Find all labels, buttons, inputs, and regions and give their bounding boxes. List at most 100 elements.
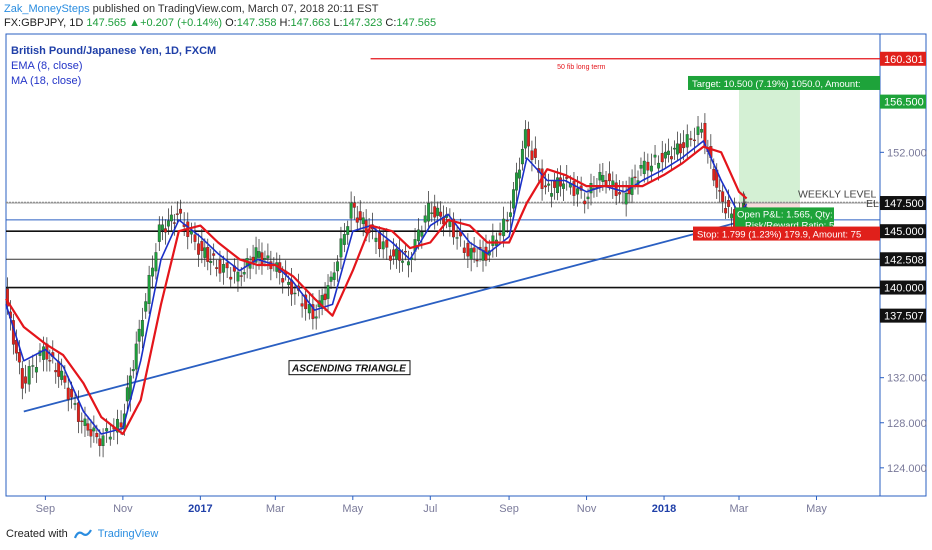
target-label: Target: 10.500 (7.19%) 1050.0, Amount:	[692, 79, 860, 90]
tradingview-logo-icon	[73, 529, 92, 539]
candle-body	[378, 231, 382, 250]
candle-body	[724, 208, 728, 214]
high-label: H:	[279, 17, 291, 29]
candle-body	[562, 183, 565, 189]
candle-body	[727, 200, 731, 207]
candle-body	[598, 172, 602, 181]
candle-body	[586, 196, 590, 200]
candle-body	[329, 276, 333, 282]
symbol-label: FX:GBPJPY, 1D	[4, 17, 84, 29]
candle-body	[430, 212, 434, 214]
candle-body	[472, 247, 476, 253]
candle-body	[533, 148, 537, 158]
candle-body	[718, 190, 722, 192]
legend-ma[interactable]: MA (18, close)	[11, 75, 82, 87]
candle-body	[491, 235, 495, 246]
candle-body	[700, 129, 704, 133]
up-arrow-icon: ▲	[129, 17, 141, 29]
low-value: 147.323	[342, 17, 383, 29]
candle-body	[721, 191, 725, 202]
candle-body	[583, 200, 587, 205]
fib-label: 50 fib long term	[557, 64, 605, 71]
candle-body	[166, 220, 170, 227]
candle-body	[515, 172, 518, 191]
candle-body	[281, 278, 285, 283]
candle-body	[203, 247, 207, 258]
candle-body	[175, 213, 179, 215]
target-box	[688, 75, 880, 90]
candle-body	[157, 224, 161, 242]
candle-body	[730, 213, 734, 219]
candle-body	[125, 387, 129, 402]
x-tick-label: Sep	[499, 503, 519, 515]
candle-body	[565, 177, 569, 179]
x-tick-label: Mar	[266, 503, 285, 515]
candle-body	[6, 288, 9, 307]
candle-body	[618, 192, 622, 195]
x-tick-label: 2017	[188, 503, 212, 515]
candle-body	[604, 180, 608, 186]
candle-body	[304, 294, 308, 310]
candle-body	[239, 275, 243, 277]
candle-body	[119, 422, 123, 428]
candle-body	[209, 260, 213, 263]
candle-body	[242, 272, 246, 275]
y-tick-label: 147.500	[884, 198, 924, 210]
candle-body	[54, 370, 58, 373]
candle-body	[147, 274, 151, 304]
stop-box	[693, 226, 880, 241]
candle-body	[263, 258, 267, 260]
candle-body	[169, 214, 173, 222]
candle-body	[572, 181, 576, 196]
candle-body	[31, 365, 35, 367]
candle-body	[66, 387, 70, 400]
candle-body	[653, 154, 657, 158]
candle-body	[257, 251, 261, 258]
candle-body	[556, 177, 559, 194]
price-tag	[880, 51, 926, 66]
y-tick-label: 142.508	[884, 254, 924, 266]
candle-body	[607, 173, 611, 182]
y-tick-label: 140.000	[884, 283, 924, 295]
candle-body	[151, 267, 154, 277]
candle-body	[189, 230, 193, 235]
candle-body	[172, 222, 176, 224]
x-tick-label: Nov	[113, 503, 133, 515]
candle-body	[398, 250, 402, 261]
price-tag	[880, 196, 926, 211]
candle-body	[633, 176, 637, 179]
candle-body	[657, 162, 661, 169]
candle-body	[73, 403, 77, 405]
candle-body	[42, 346, 46, 360]
legend-title: British Pound/Japanese Yen, 1D, FXCM	[11, 45, 217, 57]
candle-body	[475, 259, 479, 262]
price-tag	[880, 94, 926, 109]
candle-body	[381, 241, 385, 250]
open-label: O:	[225, 17, 237, 29]
candle-body	[48, 360, 52, 362]
candle-body	[667, 150, 670, 155]
candle-body	[193, 234, 197, 242]
legend-ema[interactable]: EMA (8, close)	[11, 60, 83, 72]
author-link[interactable]: Zak_MoneySteps	[4, 3, 90, 15]
x-tick-label: Mar	[730, 503, 749, 515]
candle-body	[161, 224, 164, 231]
candle-body	[670, 156, 673, 160]
tradingview-brand[interactable]: TradingView	[97, 528, 159, 540]
x-tick-label: May	[342, 503, 363, 515]
candle-body	[137, 328, 141, 342]
candle-body	[692, 139, 696, 142]
y-tick-label: 132.000	[887, 373, 927, 385]
candle-body	[639, 165, 643, 169]
candle-body	[222, 264, 225, 273]
candle-body	[672, 147, 676, 150]
candle-body	[346, 226, 350, 235]
candle-body	[509, 212, 512, 217]
candle-body	[14, 340, 18, 354]
candle-body	[27, 366, 31, 385]
candle-body	[339, 238, 343, 258]
weekly-level-label: WEEKLY LEVEL	[798, 188, 877, 200]
candle-body	[649, 165, 653, 172]
candle-body	[86, 423, 90, 431]
